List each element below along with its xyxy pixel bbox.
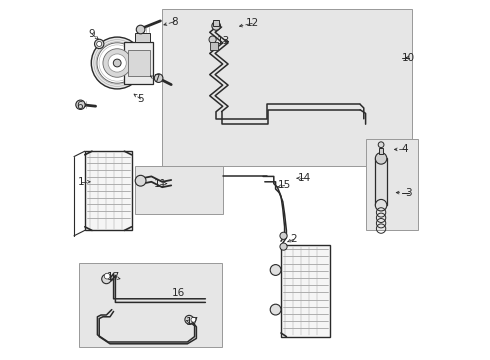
Circle shape bbox=[270, 304, 281, 315]
Circle shape bbox=[108, 54, 126, 72]
Circle shape bbox=[135, 175, 146, 186]
Circle shape bbox=[375, 199, 387, 211]
Text: 13: 13 bbox=[217, 36, 230, 46]
Circle shape bbox=[191, 317, 196, 322]
Bar bbox=[210, 42, 218, 50]
Circle shape bbox=[113, 59, 121, 67]
Text: 8: 8 bbox=[172, 17, 178, 27]
Circle shape bbox=[280, 243, 287, 250]
Text: 12: 12 bbox=[245, 18, 259, 28]
Circle shape bbox=[378, 142, 384, 148]
Bar bbox=[379, 148, 383, 154]
Bar bbox=[85, 151, 132, 230]
Bar bbox=[366, 139, 418, 230]
Text: 4: 4 bbox=[402, 144, 409, 154]
Text: 7: 7 bbox=[153, 74, 160, 84]
Bar bbox=[79, 263, 221, 347]
Bar bbox=[162, 9, 413, 166]
Circle shape bbox=[280, 232, 287, 239]
Text: 3: 3 bbox=[406, 188, 412, 198]
Text: 17: 17 bbox=[186, 317, 199, 327]
Text: 16: 16 bbox=[172, 288, 185, 298]
Circle shape bbox=[185, 315, 194, 324]
Circle shape bbox=[136, 25, 145, 34]
Text: 15: 15 bbox=[278, 180, 291, 190]
Text: 17: 17 bbox=[107, 272, 120, 282]
Circle shape bbox=[209, 36, 216, 43]
Text: 14: 14 bbox=[298, 173, 311, 183]
Circle shape bbox=[375, 153, 387, 164]
Text: 5: 5 bbox=[137, 94, 144, 104]
Circle shape bbox=[97, 43, 137, 83]
Circle shape bbox=[95, 39, 104, 49]
Bar bbox=[135, 33, 149, 42]
Bar bbox=[128, 50, 150, 76]
Text: 9: 9 bbox=[89, 29, 96, 39]
Circle shape bbox=[154, 74, 163, 82]
Circle shape bbox=[76, 100, 85, 109]
Bar bbox=[281, 245, 330, 337]
Circle shape bbox=[102, 274, 111, 284]
Circle shape bbox=[91, 37, 143, 89]
Bar bbox=[135, 166, 223, 214]
Text: 11: 11 bbox=[154, 179, 167, 189]
Bar bbox=[124, 42, 153, 84]
Text: 6: 6 bbox=[76, 101, 83, 111]
Circle shape bbox=[270, 265, 281, 275]
Text: 10: 10 bbox=[402, 53, 416, 63]
Text: 1: 1 bbox=[78, 177, 84, 187]
Bar bbox=[375, 158, 387, 205]
Circle shape bbox=[103, 49, 131, 77]
Text: 2: 2 bbox=[290, 234, 297, 244]
Circle shape bbox=[104, 273, 110, 279]
Circle shape bbox=[97, 41, 102, 46]
Circle shape bbox=[212, 22, 220, 30]
Bar bbox=[213, 20, 219, 26]
